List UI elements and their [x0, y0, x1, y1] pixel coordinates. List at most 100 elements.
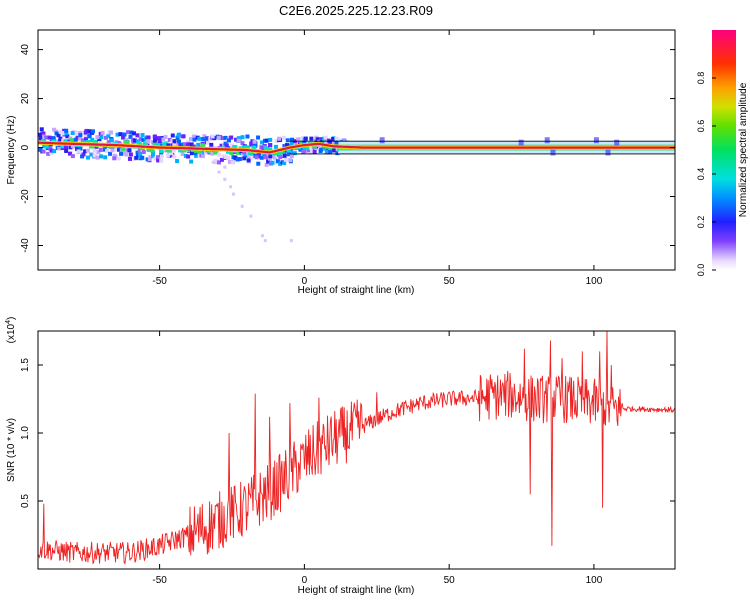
spectrogram-cell [186, 154, 191, 159]
spectrogram-y-label: Frequency (Hz) [6, 116, 17, 185]
spectrogram-cell [236, 136, 241, 141]
spectrogram-cell [57, 146, 62, 151]
snr-frame [37, 330, 676, 570]
spectrogram-cell [121, 135, 126, 140]
spectrogram-cell [332, 148, 337, 153]
spectrogram-cell [137, 148, 142, 153]
spectrogram-core-cell [286, 148, 292, 153]
spectrogram-cell [64, 128, 69, 133]
spectrogram-cell [236, 138, 241, 143]
spectrogram-core-cell [251, 145, 257, 150]
spectrogram-cell [216, 160, 221, 165]
spectrogram-cell [106, 134, 111, 139]
snr-x-tick-label-1: 0 [302, 575, 308, 586]
spectrogram-cell [78, 136, 83, 141]
spectrogram-core-cell [245, 145, 251, 150]
spectrogram-cell [249, 141, 254, 146]
spectrogram-cell [86, 155, 91, 160]
spectrogram-marks [38, 127, 675, 243]
spectrogram-cell [75, 135, 80, 140]
spectrogram-blob [605, 149, 611, 156]
spectrogram-cell [90, 137, 95, 142]
spectrogram-core-cell [267, 147, 273, 152]
spectrogram-core-cell [273, 151, 279, 156]
spectrogram-scatter-point [240, 204, 244, 208]
spectrogram-cell [42, 134, 47, 139]
spectrogram-blob [550, 149, 556, 156]
spectrogram-core-cell [162, 142, 168, 147]
spectrogram-cell [106, 140, 111, 145]
spectrogram-cell [158, 138, 163, 143]
spectrogram-cell [323, 135, 328, 140]
spectrogram-cell [188, 137, 193, 142]
spectrogram-cell [245, 134, 250, 139]
spectrogram-scatter-point [229, 185, 233, 189]
spectrogram-cell [103, 135, 108, 140]
spectrogram-cell [290, 149, 295, 154]
spectrogram-cell [127, 148, 132, 153]
spectrogram-cell [300, 136, 305, 141]
spectrogram-cell [135, 133, 140, 138]
spectrogram-cell [283, 157, 288, 162]
spectrogram-cell [152, 140, 157, 145]
spectrogram-cell [83, 134, 88, 139]
snr-plot-area [38, 331, 675, 569]
spectrogram-cell [176, 139, 181, 144]
spectrogram-cell [273, 144, 278, 149]
spectrogram-core-cell [123, 140, 129, 145]
spectrogram-cell [209, 142, 214, 147]
colorbar-ticks: 0.0 0.2 0.4 0.6 0.8 [696, 72, 716, 276]
spectrogram-cell [298, 147, 303, 152]
spectrogram-scatter-point [223, 165, 227, 169]
spectrogram-cell [58, 130, 63, 135]
spectrogram-cell [278, 155, 283, 160]
spectrogram-cell [176, 141, 181, 146]
spectrogram-cell [114, 147, 119, 152]
spectrogram-cell [141, 149, 146, 154]
spectrogram-cell [78, 130, 83, 135]
spectrogram-cell [74, 130, 79, 135]
spectrogram-cell [306, 150, 311, 155]
spectrogram-cell [52, 127, 57, 132]
snr-y-multiplier: (x104) [5, 317, 17, 344]
spectrogram-core-cell [206, 149, 212, 154]
spectrogram-cell [156, 136, 161, 141]
spectrogram-y-ticks: 40 20 0 -20 -40 [20, 44, 675, 253]
spectrogram-cell [202, 134, 207, 139]
spectrogram-cell [268, 154, 273, 159]
spectrogram-cell [309, 145, 314, 150]
spectrogram-cell [99, 154, 104, 159]
spectrogram-cell [319, 138, 324, 143]
spectrogram-cell [254, 155, 259, 160]
spectrogram-core-cell [200, 143, 206, 148]
spectrogram-cell [146, 135, 151, 140]
spectrogram-cell [282, 161, 287, 166]
spectrogram-cell [140, 133, 145, 138]
spectrogram-cell [146, 139, 151, 144]
spectrogram-cell [116, 156, 121, 161]
spectrogram-scatter-point [249, 214, 253, 218]
spectrogram-cell [166, 143, 171, 148]
spectrogram-blob [544, 137, 550, 144]
spectrogram-cell [105, 148, 110, 153]
spectrogram-core-cell [69, 138, 75, 143]
spectrogram-core-cell [305, 145, 311, 150]
snr-panel: -50 0 50 100 0.5 1.0 1.5 Height of straight l… [5, 317, 676, 596]
snr-x-tick-label-3: 100 [586, 575, 603, 586]
spectrogram-cell [97, 137, 102, 142]
colorbar: 0.0 0.2 0.4 0.6 0.8 Normalized spectral ampl… [696, 30, 749, 276]
spectrogram-cell [134, 155, 139, 160]
spectrogram-cell [250, 155, 255, 160]
spectrogram-cell [83, 137, 88, 142]
spectrogram-cell [259, 145, 264, 150]
spectrogram-cell [41, 149, 46, 154]
spectrogram-cell [78, 146, 83, 151]
spectrogram-cell [204, 136, 209, 141]
spectrogram-cell [87, 129, 92, 134]
spectrogram-cell [108, 151, 113, 156]
spectrogram-cell [65, 134, 70, 139]
spectrogram-core-cell [168, 148, 174, 153]
spectrogram-core-cell [178, 148, 184, 153]
colorbar-tick-label-2: 0.4 [696, 168, 706, 181]
